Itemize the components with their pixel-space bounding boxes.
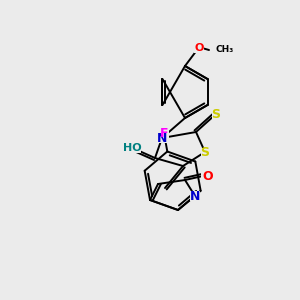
Text: N: N <box>190 190 200 202</box>
Bar <box>159 129 169 139</box>
Bar <box>194 43 204 53</box>
Text: S: S <box>200 146 209 158</box>
Bar <box>212 110 220 118</box>
Text: O: O <box>194 43 204 53</box>
Text: HO: HO <box>123 143 141 153</box>
Bar <box>201 171 211 181</box>
Bar <box>158 134 166 142</box>
Text: N: N <box>157 131 167 145</box>
Text: S: S <box>212 107 220 121</box>
Bar <box>190 191 200 201</box>
Bar <box>200 148 209 157</box>
Text: CH₃: CH₃ <box>215 46 233 55</box>
Text: O: O <box>203 169 213 182</box>
Text: F: F <box>160 127 168 140</box>
Bar <box>125 143 141 153</box>
